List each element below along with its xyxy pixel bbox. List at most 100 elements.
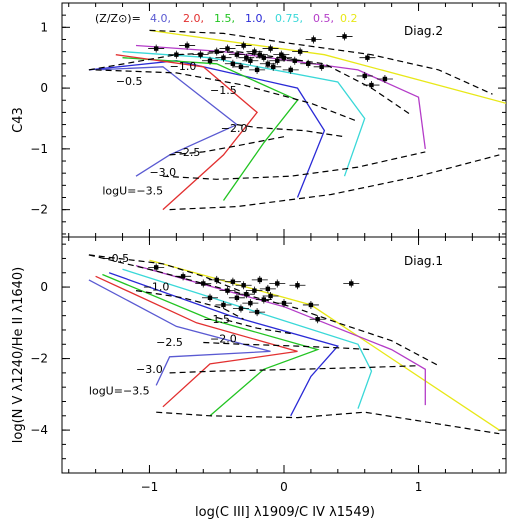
- logu-label: −2.0: [221, 122, 248, 135]
- iso-metallicity-curve: [135, 44, 426, 149]
- x-tick-label: −1: [141, 480, 159, 494]
- iso-logU-curve: [156, 411, 500, 435]
- data-point: [319, 64, 324, 70]
- data-point: [230, 61, 236, 66]
- axis-ticks: −2 −1 0 1: [30, 3, 506, 237]
- data-point: [308, 302, 314, 308]
- data-point: [369, 82, 374, 88]
- data-point: [230, 279, 236, 284]
- iso-logU-curve: [135, 290, 244, 320]
- legend-entry: 0.2: [340, 12, 358, 25]
- model-grid: [88, 29, 506, 211]
- data-point: [257, 277, 262, 283]
- data-point: [225, 46, 230, 51]
- x-tick-label: 0: [280, 480, 288, 494]
- logu-label: logU=−3.5: [89, 384, 150, 397]
- observed-points: [148, 32, 393, 90]
- legend-entry: 0.5,: [313, 12, 334, 25]
- y-axis-label: log(N V λ1240/He II λ1640): [11, 267, 26, 443]
- iso-metallicity-curve: [135, 264, 426, 406]
- iso-logU-curve: [236, 124, 345, 138]
- logu-label: −1.0: [170, 60, 197, 73]
- logu-label: logU=−3.5: [102, 184, 163, 197]
- iso-logU-curve: [162, 151, 426, 180]
- data-point: [268, 46, 273, 51]
- diag1-panel: −1 0 1 −4 −2 0 −0.5 −1.0 −1.5 −2.0 −2.5 −3.0 logU=−…: [11, 236, 507, 494]
- observed-points: [148, 263, 360, 324]
- legend-entry: 4.0,: [150, 12, 171, 25]
- y-tick-label: 0: [40, 81, 48, 95]
- data-point: [315, 317, 320, 322]
- logu-label: −1.5: [210, 84, 237, 97]
- data-point: [311, 37, 316, 42]
- data-point: [214, 49, 219, 54]
- data-point: [198, 52, 203, 57]
- data-point: [342, 34, 347, 39]
- legend: (Z/Z⊙)= 4.0, 2.0, 1.5, 1.0, 0.75, 0.5, 0…: [95, 12, 358, 25]
- data-point: [362, 73, 367, 79]
- logu-label: −3.0: [149, 166, 176, 179]
- data-point: [225, 288, 230, 293]
- y-tick-label: 1: [40, 20, 48, 34]
- data-point: [281, 300, 287, 306]
- data-point: [254, 67, 260, 73]
- iso-metallicity-curve: [149, 259, 500, 431]
- data-point: [244, 292, 249, 297]
- y-tick-label: −2: [30, 352, 48, 366]
- data-point: [382, 76, 388, 82]
- axis-ticks: −1 0 1 −4 −2 0: [30, 237, 506, 494]
- data-point: [221, 302, 226, 308]
- data-point: [252, 288, 257, 293]
- data-point: [279, 52, 284, 57]
- data-point: [268, 293, 273, 299]
- iso-metallicity-curve: [88, 279, 271, 386]
- logu-label: −1.5: [203, 313, 230, 326]
- iso-metallicity-curve: [88, 60, 326, 198]
- iso-metallicity-curve: [108, 272, 339, 417]
- panel-title: Diag.1: [404, 254, 443, 268]
- logu-labels: −0.5 −1.0 −1.5 −2.0 −2.5 −3.0 logU=−3.5: [89, 252, 237, 397]
- iso-metallicity-curve: [115, 54, 258, 211]
- data-point: [275, 281, 280, 286]
- iso-logU-curve: [88, 254, 439, 367]
- data-point: [238, 306, 244, 311]
- data-point: [257, 52, 262, 57]
- data-point: [252, 49, 257, 54]
- logu-label: −0.5: [116, 75, 143, 88]
- iso-metallicity-curve: [122, 50, 366, 177]
- data-point: [207, 58, 213, 63]
- data-point: [271, 64, 276, 70]
- y-axis-label: C43: [11, 107, 26, 133]
- data-point: [207, 295, 213, 300]
- data-point: [241, 43, 246, 48]
- data-point: [153, 265, 159, 270]
- data-point: [234, 52, 240, 57]
- x-axis-label: log(C III] λ1909/C IV λ1549): [195, 505, 375, 520]
- logu-label: −0.5: [102, 252, 129, 265]
- legend-entry: 1.5,: [214, 12, 235, 25]
- data-point: [214, 277, 219, 283]
- iso-logU-curve: [88, 254, 244, 293]
- data-point: [238, 64, 244, 70]
- iso-logU-curve: [169, 154, 500, 211]
- data-point: [295, 283, 300, 288]
- y-tick-label: −1: [30, 142, 48, 156]
- logu-label: −2.5: [156, 336, 183, 349]
- iso-logU-curve: [216, 316, 291, 335]
- iso-metallicity-curve: [95, 275, 298, 408]
- diag2-panel: −2 −1 0 1 −0.5 −1.0 −1.5 −2.0 −2.5 −3.0 logU=−3.5…: [11, 2, 507, 238]
- legend-entry: 1.0,: [245, 12, 266, 25]
- iso-logU-curve: [149, 29, 493, 95]
- legend-entry: 2.0,: [183, 12, 204, 25]
- data-point: [248, 300, 253, 306]
- data-point: [292, 58, 297, 63]
- data-point: [221, 55, 226, 60]
- logu-label: −1.0: [143, 281, 170, 294]
- logu-labels: −0.5 −1.0 −1.5 −2.0 −2.5 −3.0 logU=−3.5: [102, 60, 247, 198]
- data-point: [180, 274, 186, 279]
- data-point: [275, 58, 280, 63]
- iso-metallicity-curve: [149, 29, 506, 104]
- iso-logU-curve: [203, 341, 372, 351]
- plot-frame: [61, 2, 507, 238]
